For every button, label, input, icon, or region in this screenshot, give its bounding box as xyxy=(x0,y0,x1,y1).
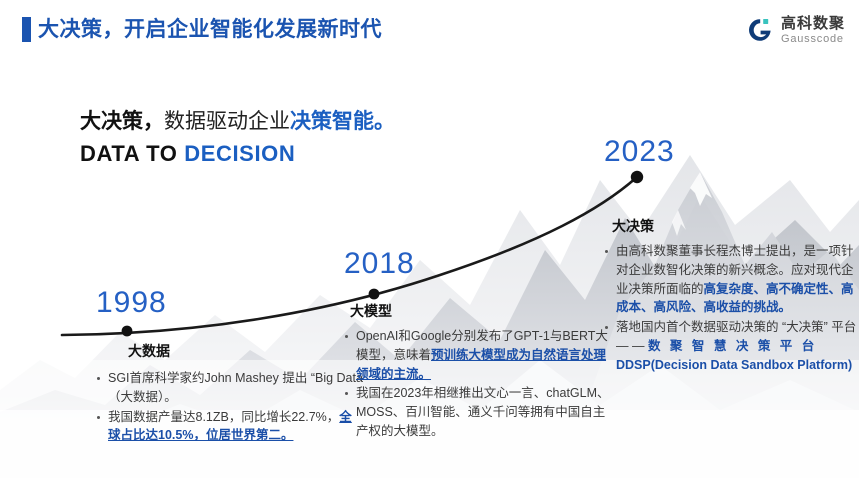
milestone-bullets-2023: 由高科数聚董事长程杰博士提出，是一项针对企业数智化决策的新兴概念。应对现代企业决… xyxy=(604,242,859,374)
milestone-year-2018: 2018 xyxy=(344,247,415,280)
bullet-item: OpenAI和Google分别发布了GPT-1与BERT大模型，意味着预训练大模… xyxy=(344,327,612,383)
bullet-text-run: DDSP(Decision Data Sandbox Platform) xyxy=(616,357,853,372)
header-accent-bar xyxy=(22,17,31,42)
headline-english: DATA TO DECISION xyxy=(80,141,395,167)
milestone-year-1998: 1998 xyxy=(96,286,167,319)
logo-name-en: Gausscode xyxy=(780,32,844,45)
headline-block: 大决策，数据驱动企业决策智能。 DATA TO DECISION xyxy=(80,108,395,167)
curve-path xyxy=(60,175,639,337)
bullet-text-run: SGI首席科学家约John Mashey 提出 “Big Data（大数据）。 xyxy=(108,371,363,404)
logo-name-cn: 高科数聚 xyxy=(780,14,845,32)
milestone-dot-2023 xyxy=(630,170,644,184)
milestone-bullets-2018: OpenAI和Google分别发布了GPT-1与BERT大模型，意味着预训练大模… xyxy=(344,327,612,441)
milestone-bullets-1998: SGI首席科学家约John Mashey 提出 “Big Data（大数据）。我… xyxy=(96,369,364,445)
bullet-text-run: 预训练大模型成为自然语言处理领域的主流。 xyxy=(356,347,607,381)
header-title: 大决策，开启企业智能化发展新时代 xyxy=(38,18,382,41)
milestone-dot-2018 xyxy=(368,288,380,300)
bullet-text-run: 我国数据产量达8.1ZB，同比增长22.7%， xyxy=(108,409,340,424)
milestone-dot-1998 xyxy=(121,325,133,337)
milestone-title-1998: 大数据 xyxy=(128,343,170,359)
bullet-text-run: 落地国内首个数据驱动决策的 “大决策” 平台 — — xyxy=(616,320,857,353)
gausscode-g-logo-icon xyxy=(746,16,774,44)
milestone-2023: 2023 大决策 由高科数聚董事长程杰博士提出，是一项针对企业数智化决策的新兴概… xyxy=(604,137,859,375)
bullet-text-run: 数 聚 智 慧 决 策 平 台 xyxy=(647,338,818,353)
bullet-text-run: OpenAI和Google分别发布了GPT-1与BERT大模型，意味着 xyxy=(356,329,608,362)
bullet-text-run: 我国在2023年相继推出文心一言、chatGLM、MOSS、百川智能、通义千问等… xyxy=(356,386,610,438)
mountain-background xyxy=(0,155,859,478)
milestone-1998: 1998 大数据 SGI首席科学家约John Mashey 提出 “Big Da… xyxy=(96,288,364,446)
milestone-title-2023: 大决策 xyxy=(612,218,654,234)
bullet-text-run: 由高科数聚董事长程杰博士提出，是一项针对企业数智化决策的新兴概念。应对现代企业决… xyxy=(616,244,854,296)
bullet-item: 由高科数聚董事长程杰博士提出，是一项针对企业数智化决策的新兴概念。应对现代企业决… xyxy=(604,242,859,317)
bullet-item: 我国在2023年相继推出文心一言、chatGLM、MOSS、百川智能、通义千问等… xyxy=(344,384,612,440)
milestone-2018: 2018 大模型 OpenAI和Google分别发布了GPT-1与BERT大模型… xyxy=(344,249,612,442)
slide-header: 大决策，开启企业智能化发展新时代 高科数聚 Gausscode xyxy=(0,0,859,56)
bullet-text-run: 高复杂度、高不确定性、高成本、高风险、高收益的挑战。 xyxy=(616,281,854,315)
company-logo: 高科数聚 Gausscode xyxy=(746,14,845,46)
headline-cn-blue: 决策智能。 xyxy=(290,110,395,133)
headline-en-black: DATA TO xyxy=(80,141,185,167)
logo-text: 高科数聚 Gausscode xyxy=(781,16,845,45)
bullet-item: 落地国内首个数据驱动决策的 “大决策” 平台 — — 数 聚 智 慧 决 策 平… xyxy=(604,318,859,374)
headline-chinese: 大决策，数据驱动企业决策智能。 xyxy=(80,108,395,136)
bullet-text-run: 全球占比达10.5%，位居世界第二。 xyxy=(108,409,352,443)
bullet-item: SGI首席科学家约John Mashey 提出 “Big Data（大数据）。 xyxy=(96,369,364,407)
milestone-year-2023: 2023 xyxy=(604,135,675,168)
headline-en-blue: DECISION xyxy=(184,141,296,167)
headline-cn-black: 大决策， xyxy=(80,110,164,133)
milestone-title-2018: 大模型 xyxy=(350,303,392,319)
bullet-item: 我国数据产量达8.1ZB，同比增长22.7%，全球占比达10.5%，位居世界第二… xyxy=(96,408,364,446)
headline-cn-regular: 数据驱动企业 xyxy=(164,110,290,133)
